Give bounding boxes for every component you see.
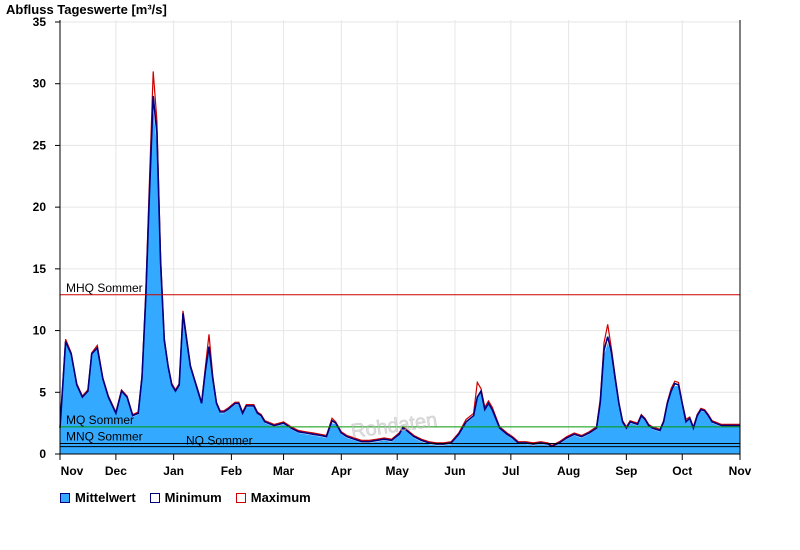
- tick-labels: 0 5 10 15 20 25 30 35 Nov Dec Jan Feb Mar Apr May Jun Ju…: [33, 15, 752, 478]
- x-tick-label: Nov: [729, 464, 752, 478]
- x-tick-label: Jan: [163, 464, 184, 478]
- x-tick-label: Apr: [331, 464, 352, 478]
- series-area-layer: [59, 71, 740, 455]
- chart-title: Abfluss Tageswerte [m³/s]: [6, 2, 167, 17]
- y-tick-label: 35: [33, 15, 47, 29]
- reference-line-label: MNQ Sommer: [66, 430, 143, 444]
- legend-swatch-mittelwert: [60, 492, 70, 503]
- series-line-minimum: [59, 96, 740, 448]
- legend-item-maximum: Maximum: [235, 490, 311, 505]
- x-tick-label: Jun: [444, 464, 465, 478]
- y-tick-label: 20: [33, 200, 47, 214]
- x-tick-label: Jul: [502, 464, 519, 478]
- x-tick-label: Aug: [557, 464, 580, 478]
- reference-line-label: MHQ Sommer: [66, 281, 143, 295]
- x-tick-label: Nov: [61, 464, 84, 478]
- reference-line-label: MQ Sommer: [66, 413, 134, 427]
- x-tick-label: Oct: [672, 464, 692, 478]
- legend-item-minimum: Minimum: [149, 490, 222, 505]
- y-tick-label: 5: [39, 385, 46, 399]
- legend-label-minimum: Minimum: [164, 490, 222, 505]
- y-tick-label: 30: [33, 77, 47, 91]
- series-area-mittelwert: [60, 108, 740, 455]
- axes: [55, 20, 741, 460]
- x-tick-label: Sep: [615, 464, 637, 478]
- y-tick-label: 15: [33, 262, 47, 276]
- x-tick-label: Feb: [221, 464, 242, 478]
- legend-swatch-maximum: [235, 492, 246, 503]
- legend-label-maximum: Maximum: [250, 490, 311, 505]
- y-tick-label: 25: [33, 138, 47, 152]
- x-tick-label: Mar: [273, 464, 295, 478]
- x-tick-label: Dec: [105, 464, 127, 478]
- x-tick-label: May: [386, 464, 410, 478]
- legend-swatch-minimum: [149, 492, 160, 503]
- grid: [60, 20, 740, 454]
- legend-label-mittelwert: Mittelwert: [75, 490, 136, 505]
- y-tick-label: 10: [33, 324, 47, 338]
- legend: Mittelwert Minimum Maximum: [60, 490, 311, 505]
- reference-line-label: NQ Sommer: [186, 434, 253, 448]
- legend-item-mittelwert: Mittelwert: [60, 490, 136, 505]
- y-tick-label: 0: [39, 447, 46, 461]
- reference-lines: MHQ Sommer MQ Sommer MNQ Sommer NQ Sommer: [60, 281, 740, 448]
